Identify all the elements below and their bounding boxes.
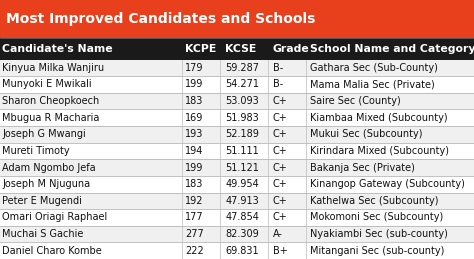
- Bar: [0, 93, 474, 109]
- Text: C+: C+: [273, 212, 287, 222]
- Text: KCPE: KCPE: [185, 44, 216, 54]
- Text: Omari Oriagi Raphael: Omari Oriagi Raphael: [2, 212, 108, 222]
- Bar: [0, 126, 474, 143]
- Text: 193: 193: [185, 129, 203, 139]
- Text: 51.983: 51.983: [225, 113, 259, 123]
- Text: Mitangani Sec (sub-county): Mitangani Sec (sub-county): [310, 246, 445, 256]
- Text: Bakanja Sec (Private): Bakanja Sec (Private): [310, 163, 415, 172]
- Text: C+: C+: [273, 146, 287, 156]
- Text: 177: 177: [185, 212, 203, 222]
- Bar: [0, 143, 474, 159]
- Text: C+: C+: [273, 163, 287, 172]
- Text: C+: C+: [273, 96, 287, 106]
- Text: 222: 222: [185, 246, 204, 256]
- Text: 51.111: 51.111: [225, 146, 259, 156]
- Text: Gathara Sec (Sub-County): Gathara Sec (Sub-County): [310, 63, 438, 73]
- Bar: [0, 0, 474, 38]
- Text: B-: B-: [273, 63, 283, 73]
- Bar: [0, 60, 474, 76]
- Text: 47.913: 47.913: [225, 196, 259, 206]
- Text: C+: C+: [273, 196, 287, 206]
- Text: 179: 179: [185, 63, 203, 73]
- Bar: [0, 109, 474, 126]
- Text: 183: 183: [185, 179, 203, 189]
- Text: C+: C+: [273, 129, 287, 139]
- Text: Daniel Charo Kombe: Daniel Charo Kombe: [2, 246, 102, 256]
- Text: Most Improved Candidates and Schools: Most Improved Candidates and Schools: [6, 12, 316, 26]
- Bar: [0, 38, 474, 60]
- Text: 183: 183: [185, 96, 203, 106]
- Text: Joseph G Mwangi: Joseph G Mwangi: [2, 129, 86, 139]
- Text: Nyakiambi Sec (sub-county): Nyakiambi Sec (sub-county): [310, 229, 448, 239]
- Text: Mbugua R Macharia: Mbugua R Macharia: [2, 113, 100, 123]
- Text: Sharon Cheopkoech: Sharon Cheopkoech: [2, 96, 100, 106]
- Text: 51.121: 51.121: [225, 163, 259, 172]
- Text: 53.093: 53.093: [225, 96, 259, 106]
- Text: 47.854: 47.854: [225, 212, 259, 222]
- Text: 49.954: 49.954: [225, 179, 259, 189]
- Text: 194: 194: [185, 146, 203, 156]
- Text: 169: 169: [185, 113, 203, 123]
- Text: Adam Ngombo Jefa: Adam Ngombo Jefa: [2, 163, 96, 172]
- Text: 199: 199: [185, 80, 203, 90]
- Bar: [0, 209, 474, 226]
- Text: Joseph M Njuguna: Joseph M Njuguna: [2, 179, 91, 189]
- Bar: [0, 242, 474, 259]
- Text: 82.309: 82.309: [225, 229, 259, 239]
- Text: School Name and Category: School Name and Category: [310, 44, 474, 54]
- Bar: [0, 226, 474, 242]
- Text: Saire Sec (County): Saire Sec (County): [310, 96, 401, 106]
- Text: B+: B+: [273, 246, 287, 256]
- Text: Kirindara Mixed (Subcounty): Kirindara Mixed (Subcounty): [310, 146, 449, 156]
- Text: Peter E Mugendi: Peter E Mugendi: [2, 196, 82, 206]
- Text: 54.271: 54.271: [225, 80, 259, 90]
- Text: 192: 192: [185, 196, 203, 206]
- Bar: [0, 159, 474, 176]
- Text: KCSE: KCSE: [225, 44, 256, 54]
- Bar: [0, 176, 474, 192]
- Text: Mama Malia Sec (Private): Mama Malia Sec (Private): [310, 80, 435, 90]
- Text: A-: A-: [273, 229, 283, 239]
- Bar: [0, 76, 474, 93]
- Text: Kathelwa Sec (Subcounty): Kathelwa Sec (Subcounty): [310, 196, 439, 206]
- Text: C+: C+: [273, 179, 287, 189]
- Text: B-: B-: [273, 80, 283, 90]
- Bar: [0, 192, 474, 209]
- Text: C+: C+: [273, 113, 287, 123]
- Text: Kinyua Milka Wanjiru: Kinyua Milka Wanjiru: [2, 63, 104, 73]
- Text: Grade: Grade: [273, 44, 310, 54]
- Text: 199: 199: [185, 163, 203, 172]
- Text: 69.831: 69.831: [225, 246, 259, 256]
- Text: 59.287: 59.287: [225, 63, 259, 73]
- Text: Kiambaa Mixed (Subcounty): Kiambaa Mixed (Subcounty): [310, 113, 448, 123]
- Text: Mukui Sec (Subcounty): Mukui Sec (Subcounty): [310, 129, 423, 139]
- Text: Muchai S Gachie: Muchai S Gachie: [2, 229, 84, 239]
- Text: Mureti Timoty: Mureti Timoty: [2, 146, 70, 156]
- Text: Kinangop Gateway (Subcounty): Kinangop Gateway (Subcounty): [310, 179, 465, 189]
- Text: 277: 277: [185, 229, 204, 239]
- Text: Mokomoni Sec (Subcounty): Mokomoni Sec (Subcounty): [310, 212, 444, 222]
- Text: Munyoki E Mwikali: Munyoki E Mwikali: [2, 80, 92, 90]
- Text: 52.189: 52.189: [225, 129, 259, 139]
- Text: Candidate's Name: Candidate's Name: [2, 44, 113, 54]
